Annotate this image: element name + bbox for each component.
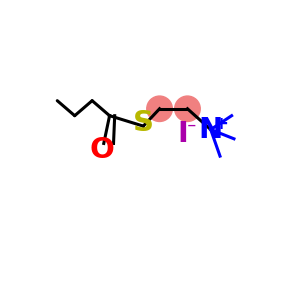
Text: N: N — [199, 116, 223, 144]
Text: +: + — [213, 115, 228, 133]
Text: S: S — [133, 109, 154, 136]
Text: O: O — [90, 136, 115, 164]
Circle shape — [175, 96, 200, 122]
Text: ⁻: ⁻ — [187, 121, 196, 139]
Circle shape — [147, 96, 172, 122]
Text: I: I — [177, 120, 188, 148]
